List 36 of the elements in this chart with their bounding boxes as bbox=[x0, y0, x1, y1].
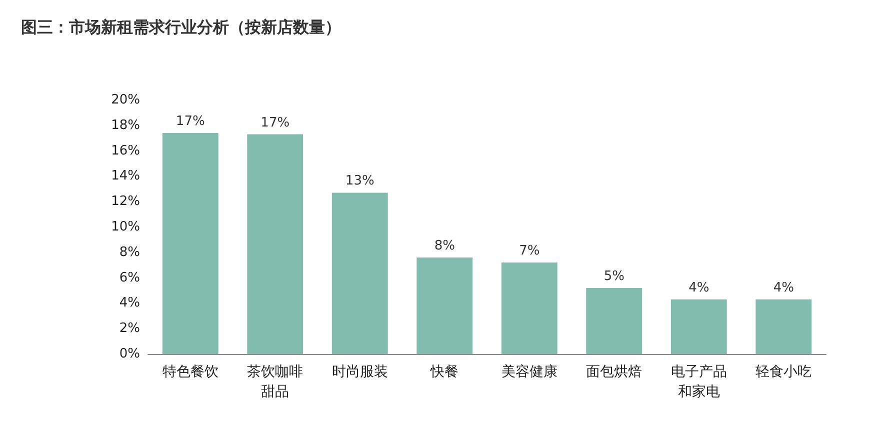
bar bbox=[247, 134, 304, 354]
x-tick-label: 快餐 bbox=[430, 364, 459, 380]
x-tick-label: 特色餐饮 bbox=[162, 364, 218, 380]
data-label: 4% bbox=[773, 280, 794, 296]
y-tick-label: 18% bbox=[111, 118, 140, 133]
data-label: 7% bbox=[519, 244, 540, 259]
y-tick-label: 2% bbox=[119, 321, 140, 336]
y-tick-label: 4% bbox=[119, 296, 140, 311]
data-label: 8% bbox=[434, 238, 455, 254]
y-tick-label: 8% bbox=[119, 244, 140, 260]
data-label: 4% bbox=[688, 280, 710, 296]
y-tick-label: 12% bbox=[111, 194, 140, 210]
y-tick-label: 16% bbox=[111, 143, 140, 158]
y-tick-label: 6% bbox=[119, 270, 140, 286]
y-tick-label: 0% bbox=[119, 346, 140, 362]
data-label: 17% bbox=[176, 114, 205, 130]
y-tick-label: 20% bbox=[111, 92, 140, 108]
x-tick-label: 轻食小吃 bbox=[756, 364, 812, 380]
x-tick-label: 时尚服装 bbox=[332, 364, 388, 380]
bar bbox=[162, 133, 218, 354]
bar bbox=[332, 192, 388, 354]
data-label: 17% bbox=[260, 115, 290, 130]
x-tick-label: 面包烘焙 bbox=[586, 364, 642, 380]
bar bbox=[756, 299, 812, 354]
bar bbox=[416, 257, 473, 354]
bar bbox=[586, 288, 642, 354]
data-label: 5% bbox=[604, 268, 624, 284]
bar bbox=[670, 299, 727, 354]
y-tick-label: 10% bbox=[111, 220, 140, 234]
x-tick-label: 电子产品和家电 bbox=[670, 364, 727, 400]
chart-title: 图三：市场新租需求行业分析（按新店数量） bbox=[21, 18, 341, 36]
data-label: 13% bbox=[345, 174, 374, 189]
x-tick-label: 美容健康 bbox=[501, 364, 558, 380]
bar bbox=[501, 262, 558, 354]
x-tick-label: 茶饮咖啡甜品 bbox=[247, 364, 304, 400]
y-tick-label: 14% bbox=[111, 168, 140, 184]
